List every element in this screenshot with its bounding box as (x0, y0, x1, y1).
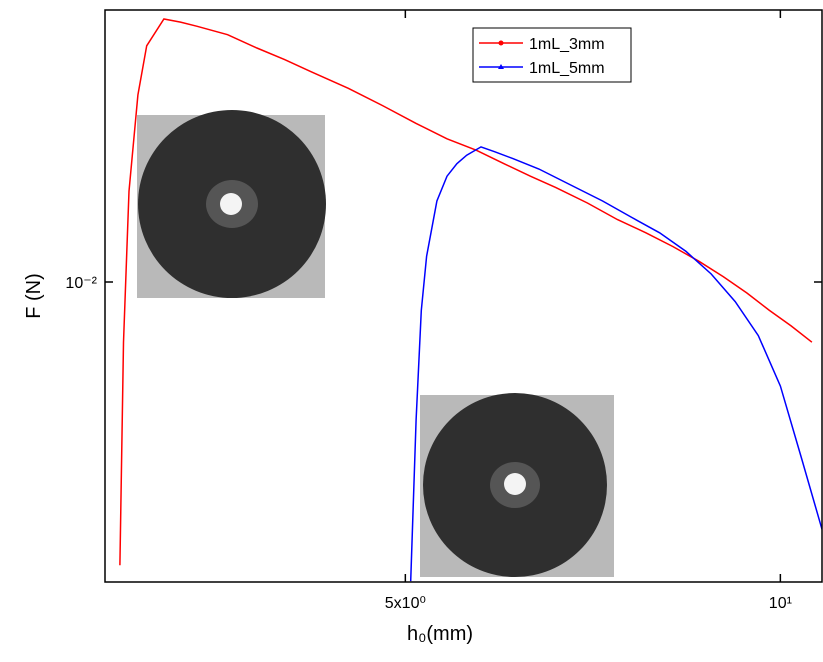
y-tick-label: 10⁻² (65, 275, 97, 292)
data-line (119, 18, 813, 566)
inset-photo (137, 110, 326, 298)
plot-area (119, 18, 822, 582)
x-axis-label: h₀(mm) (407, 623, 473, 645)
x-tick-label: 10¹ (769, 595, 792, 612)
inset-photo (420, 393, 614, 577)
legend-label: 1mL_3mm (529, 36, 605, 53)
plot-frame (104, 9, 823, 583)
data-line (409, 146, 822, 582)
legend-label: 1mL_5mm (529, 60, 605, 77)
legend-box (472, 27, 632, 83)
legend: 1mL_3mm 1mL_5mm (472, 27, 632, 83)
y-axis-label: F (N) (23, 273, 45, 319)
legend-marker (498, 40, 504, 46)
x-tick-label: 5x10⁰ (385, 595, 426, 612)
legend-marker (498, 64, 504, 69)
